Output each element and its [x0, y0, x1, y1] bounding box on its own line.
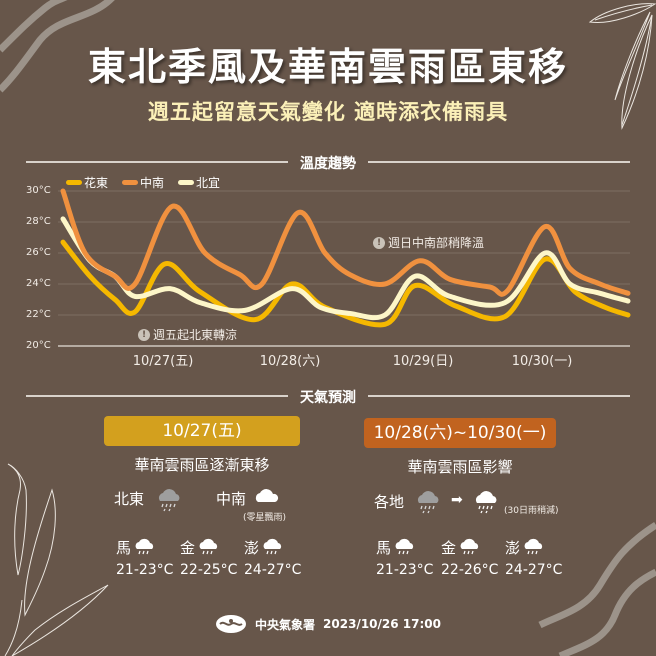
cloud-icon: [255, 489, 279, 502]
y-tick: 28°C: [26, 216, 51, 227]
island-temp: 24-27°C: [244, 562, 302, 578]
legend-item-beiyi: 北宜: [178, 174, 220, 191]
agency-name: 中央氣象署: [255, 617, 316, 632]
legend-label: 花東: [84, 176, 109, 190]
rain-cloud-gray-icon: [417, 491, 439, 514]
chart-legend: 花東 中南 北宜: [66, 174, 220, 191]
temperature-section-heading: 溫度趨勢: [300, 156, 356, 172]
x-tick: 10/29(日): [392, 354, 454, 369]
y-tick: 30°C: [26, 185, 51, 196]
rain-cloud-icon: [263, 538, 282, 555]
forecast-date-badge-1: 10/27(五): [104, 416, 300, 446]
island-label: 澎: [505, 539, 521, 557]
region-label: 中南: [216, 490, 247, 508]
legend-label: 北宜: [196, 176, 221, 190]
chart-annotation-central-south: ! 週日中南部稍降溫: [373, 234, 484, 251]
rain-cloud-gray-icon: [158, 489, 180, 512]
arrow-right-icon: ➡: [451, 492, 463, 508]
island-label: 金: [441, 539, 457, 557]
series-line-中南: [60, 188, 631, 297]
legend-swatch: [122, 180, 139, 185]
island-temp: 22-26°C: [441, 562, 499, 578]
y-tick: 20°C: [26, 340, 51, 351]
leaf-decoration-bottom-left: [4, 463, 109, 656]
region-label: 北東: [114, 490, 145, 508]
forecast-summary-2: 華南雲雨區影響: [407, 458, 513, 476]
forecast-section-heading: 天氣預測: [300, 390, 356, 406]
legend-item-zhongnan: 中南: [122, 174, 164, 191]
section-divider-left: [26, 395, 288, 397]
legend-swatch: [178, 180, 195, 185]
rain-cloud-icon: [524, 538, 543, 555]
island-label: 馬: [376, 539, 392, 557]
annotation-text: 週五起北東轉涼: [153, 328, 238, 342]
rain-cloud-icon: [475, 491, 497, 514]
region-note: (零星飄雨): [243, 513, 287, 523]
region-note: (30日雨稍減): [504, 506, 559, 516]
series-line-北宜: [60, 216, 631, 321]
island-temp: 22-25°C: [180, 562, 238, 578]
legend-swatch: [66, 180, 82, 185]
chart-annotation-north-east: ! 週五起北東轉涼: [138, 326, 237, 343]
exclamation-icon: !: [373, 236, 385, 249]
page-subtitle: 週五起留意天氣變化 適時添衣備雨具: [147, 100, 509, 124]
temperature-line-chart: [58, 188, 631, 347]
legend-label: 中南: [140, 176, 165, 190]
page-title: 東北季風及華南雲雨區東移: [87, 45, 568, 89]
leaf-decoration-top-right: [588, 3, 656, 130]
forecast-date-badge-2: 10/28(六)~10/30(一): [364, 418, 556, 448]
section-divider-right: [368, 395, 630, 397]
island-temp: 24-27°C: [505, 562, 563, 578]
island-label: 金: [180, 539, 196, 557]
exclamation-icon: !: [138, 328, 150, 341]
annotation-text: 週日中南部稍降溫: [388, 236, 485, 250]
rain-cloud-icon: [199, 538, 218, 555]
island-temp: 21-23°C: [376, 562, 434, 578]
rain-cloud-icon: [135, 538, 154, 555]
section-divider-left: [26, 161, 288, 163]
island-label: 馬: [116, 539, 132, 557]
y-tick: 24°C: [26, 278, 51, 289]
issue-timestamp: 2023/10/26 17:00: [323, 617, 441, 631]
island-label: 澎: [244, 539, 260, 557]
x-tick: 10/27(五): [132, 354, 194, 369]
y-tick: 26°C: [26, 247, 51, 258]
legend-item-huadong: 花東: [66, 174, 108, 191]
region-label: 各地: [374, 493, 405, 511]
rain-cloud-icon: [395, 538, 414, 555]
section-divider-right: [368, 161, 630, 163]
rain-cloud-icon: [460, 538, 479, 555]
y-tick: 22°C: [26, 309, 51, 320]
x-tick: 10/28(六): [259, 354, 321, 369]
footer: 中央氣象署 2023/10/26 17:00: [0, 614, 656, 634]
forecast-summary-1: 華南雲雨區逐漸東移: [134, 456, 270, 474]
x-tick: 10/30(一): [511, 354, 573, 369]
cwa-logo-icon: [216, 615, 247, 633]
island-temp: 21-23°C: [116, 562, 174, 578]
